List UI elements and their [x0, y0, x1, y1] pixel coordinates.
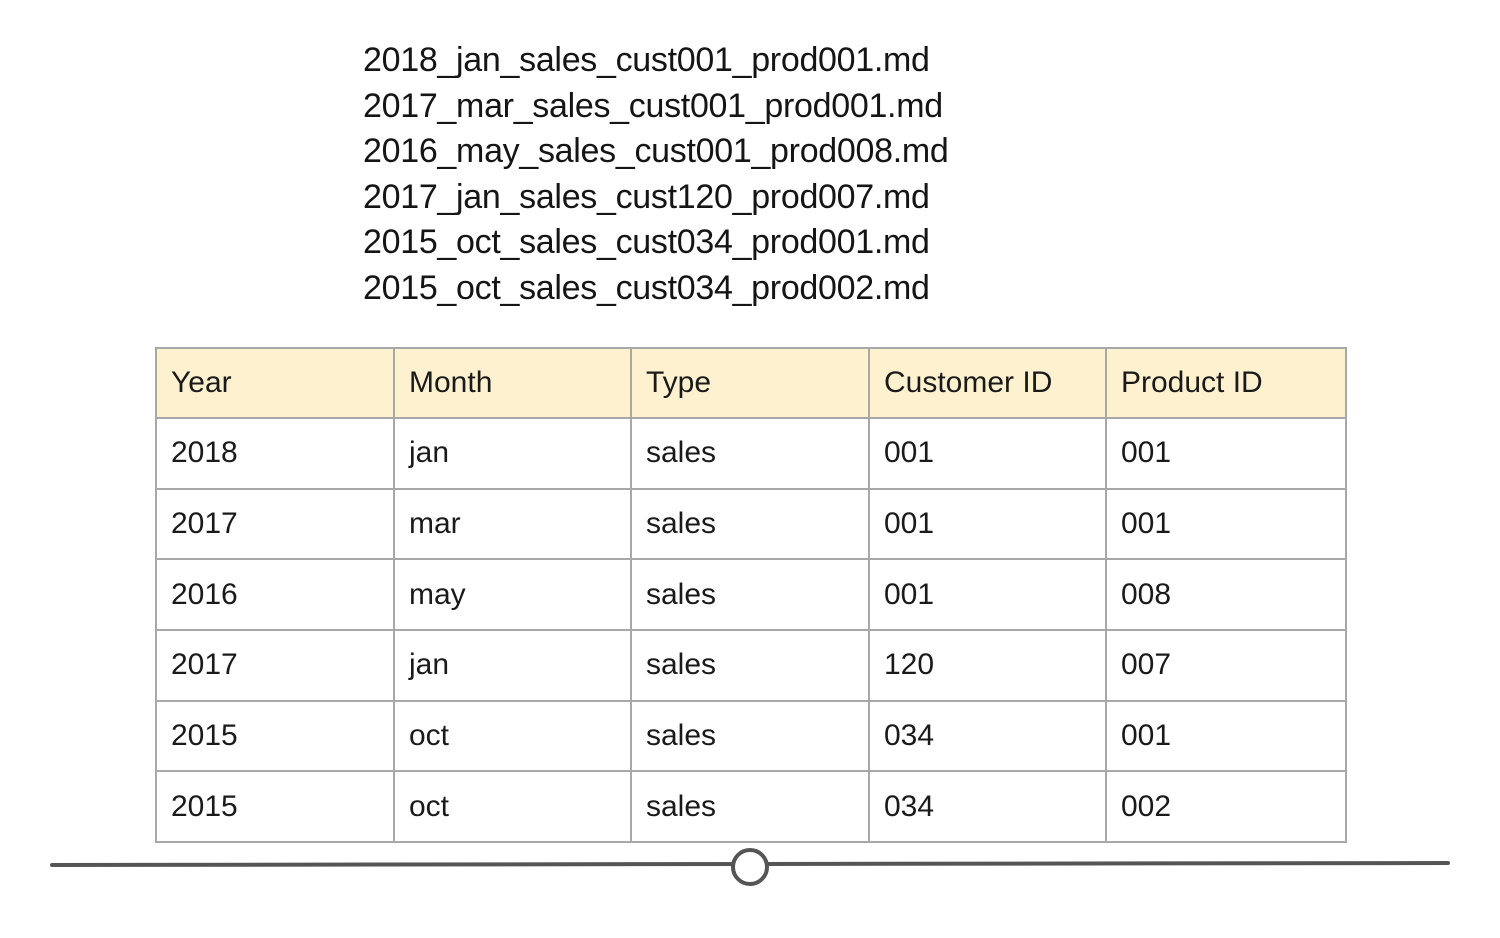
cell-year: 2017 — [155, 628, 395, 702]
cell-product-id: 001 — [1105, 699, 1347, 773]
table-row: 2017 mar sales 001 001 — [155, 487, 1347, 561]
cell-month: jan — [393, 417, 632, 490]
cell-product-id: 001 — [1105, 487, 1347, 561]
cell-customer-id: 034 — [868, 770, 1107, 843]
header-product-id: Product ID — [1105, 347, 1347, 419]
table-row: 2016 may sales 001 008 — [155, 558, 1347, 631]
cell-product-id: 001 — [1105, 417, 1347, 490]
cell-type: sales — [630, 699, 870, 773]
table-header: Year Month Type Customer ID Product ID — [155, 347, 1347, 419]
cell-product-id: 008 — [1105, 558, 1347, 631]
cell-customer-id: 001 — [868, 558, 1107, 631]
slider-graphic — [50, 848, 1450, 886]
cell-month: mar — [393, 487, 632, 561]
cell-year: 2015 — [155, 699, 395, 773]
filename-item: 2017_jan_sales_cust120_prod007.md — [363, 177, 930, 216]
cell-month: oct — [393, 699, 632, 773]
cell-customer-id: 001 — [868, 487, 1107, 561]
cell-type: sales — [630, 628, 870, 702]
progress-slider[interactable] — [50, 840, 1450, 890]
slider-handle-icon[interactable] — [731, 848, 769, 886]
header-month: Month — [393, 347, 632, 419]
cell-type: sales — [630, 770, 870, 843]
cell-month: oct — [393, 770, 632, 843]
table-row: 2015 oct sales 034 002 — [155, 770, 1347, 843]
filename-item: 2015_oct_sales_cust034_prod001.md — [363, 223, 930, 261]
cell-type: sales — [630, 487, 870, 561]
cell-product-id: 007 — [1105, 628, 1347, 702]
filename-item: 2018_jan_sales_cust001_prod001.md — [363, 41, 930, 79]
header-type: Type — [630, 347, 870, 419]
cell-customer-id: 034 — [868, 699, 1107, 773]
cell-year: 2018 — [155, 417, 395, 490]
table-row: 2015 oct sales 034 001 — [155, 699, 1347, 773]
cell-month: may — [393, 558, 632, 631]
cell-year: 2017 — [155, 487, 395, 561]
cell-year: 2016 — [155, 558, 395, 631]
cell-month: jan — [393, 628, 632, 702]
table-header-row: Year Month Type Customer ID Product ID — [155, 347, 1347, 419]
filename-list: 2018_jan_sales_cust001_prod001.md 2017_m… — [363, 38, 949, 311]
cell-customer-id: 120 — [868, 628, 1107, 702]
cell-year: 2015 — [155, 770, 395, 843]
table-row: 2018 jan sales 001 001 — [155, 417, 1347, 490]
header-year: Year — [155, 347, 395, 419]
header-customer-id: Customer ID — [868, 347, 1107, 419]
cell-product-id: 002 — [1105, 770, 1347, 843]
parsed-filename-table: Year Month Type Customer ID Product ID 2… — [155, 347, 1347, 843]
table-row: 2017 jan sales 120 007 — [155, 628, 1347, 702]
cell-customer-id: 001 — [868, 417, 1107, 490]
table-body: 2018 jan sales 001 001 2017 mar sales 00… — [155, 417, 1347, 843]
filename-item: 2016_may_sales_cust001_prod008.md — [363, 132, 949, 170]
cell-type: sales — [630, 558, 870, 631]
filename-item: 2017_mar_sales_cust001_prod001.md — [363, 86, 943, 125]
filename-item: 2015_oct_sales_cust034_prod002.md — [363, 268, 930, 307]
cell-type: sales — [630, 417, 870, 490]
